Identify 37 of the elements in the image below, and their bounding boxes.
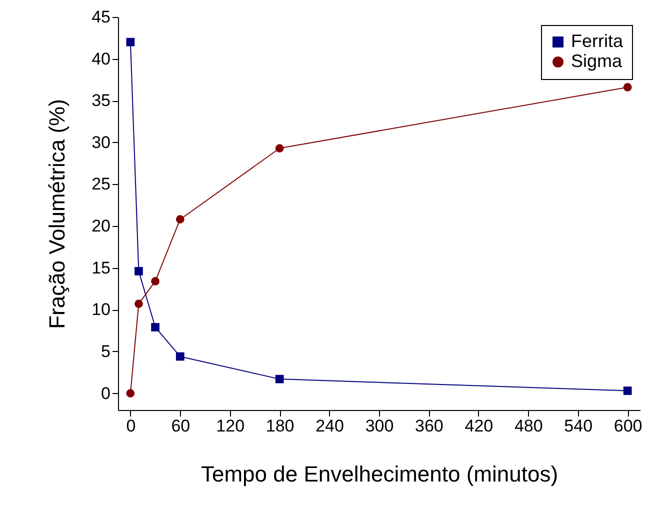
point	[151, 323, 160, 332]
x-axis-title: Tempo de Envelhecimento (minutos)	[200, 462, 558, 486]
point	[275, 144, 284, 152]
legend-label: Ferrita	[571, 31, 624, 51]
x-tick-label: 480	[514, 416, 543, 436]
y-tick-label: 5	[101, 342, 110, 361]
x-tick-label: 60	[171, 416, 190, 436]
y-tick-label: 35	[92, 91, 110, 110]
y-tick-label: 40	[92, 49, 110, 68]
point	[176, 215, 184, 224]
point	[623, 83, 632, 92]
x-tick-label: 600	[614, 416, 642, 436]
legend-label: Sigma	[571, 51, 624, 71]
y-tick-label: 10	[92, 300, 110, 320]
y-axis-title: Fração Volumétrica (%)	[44, 99, 70, 329]
point	[126, 389, 135, 398]
x-tick-label: 0	[126, 416, 136, 436]
point	[275, 374, 284, 384]
x-tick-label: 120	[216, 416, 245, 436]
y-tick-label: 45	[92, 8, 110, 26]
y-tick-label: 25	[92, 174, 110, 194]
x-tick-label: 300	[365, 416, 394, 436]
point	[176, 352, 184, 361]
x-tick-label: 420	[464, 416, 494, 436]
point	[623, 386, 632, 395]
point	[134, 300, 143, 308]
point	[126, 38, 135, 46]
y-tick-label: 0	[101, 384, 110, 403]
y-tick-label: 20	[92, 216, 110, 236]
x-tick-label: 240	[316, 416, 344, 436]
y-tick-label: 30	[92, 132, 110, 152]
x-tick-label: 540	[564, 416, 593, 436]
x-tick-label: 360	[415, 416, 444, 436]
x-tick-label: 180	[266, 416, 294, 436]
point	[151, 277, 160, 286]
y-tick-label: 15	[92, 258, 110, 278]
point	[134, 267, 143, 276]
